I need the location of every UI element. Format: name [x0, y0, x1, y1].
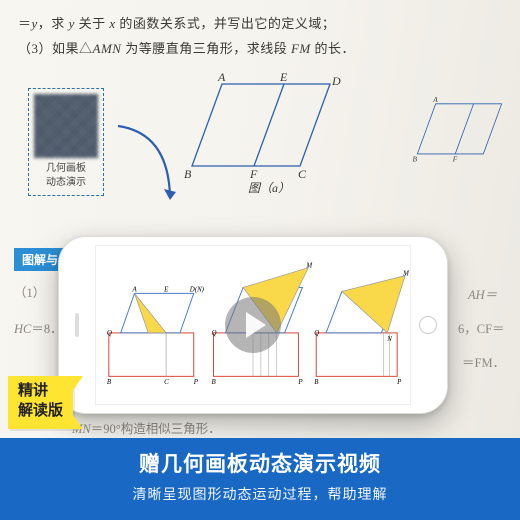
- svg-text:Q: Q: [212, 330, 217, 337]
- svg-text:M: M: [402, 271, 410, 278]
- svg-text:C: C: [298, 167, 307, 181]
- phone-mockup: Q A E D(N) B C P Q M B P Q M N B P: [58, 236, 448, 414]
- bg-text-5: ＝FM．: [462, 352, 505, 375]
- svg-text:D: D: [331, 74, 341, 88]
- svg-text:图（a）: 图（a）: [248, 181, 290, 195]
- video-thumbnail[interactable]: Q A E D(N) B C P Q M B P Q M N B P: [95, 245, 411, 405]
- svg-text:B: B: [212, 379, 217, 386]
- svg-text:A: A: [132, 286, 138, 293]
- edition-badge: 精讲解读版: [8, 376, 73, 429]
- svg-text:B: B: [107, 379, 112, 386]
- svg-text:A: A: [217, 70, 226, 84]
- svg-text:C: C: [164, 379, 169, 386]
- svg-text:P: P: [396, 379, 402, 386]
- line-2: （3）如果△AMN 为等腰直角三角形，求线段 FM 的长．: [18, 37, 502, 62]
- svg-text:N: N: [386, 336, 392, 343]
- qr-code-icon: [34, 94, 98, 158]
- svg-text:B: B: [314, 379, 319, 386]
- svg-text:Q: Q: [107, 330, 112, 337]
- svg-text:D(N): D(N): [189, 286, 205, 293]
- promo-footer: 赠几何画板动态演示视频 清晰呈现图形动态运动过程，帮助理解: [0, 438, 520, 520]
- qr-label: 几何画板动态演示: [34, 162, 98, 190]
- bg-text-1: （1）: [14, 282, 45, 305]
- svg-text:P: P: [297, 379, 303, 386]
- svg-text:Q: Q: [314, 330, 319, 337]
- svg-text:F: F: [452, 154, 458, 163]
- svg-text:A: A: [432, 95, 438, 104]
- phone-speaker-icon: [75, 313, 79, 337]
- home-button-icon: [419, 316, 437, 334]
- parallelogram-figure-a: A E D B F C 图（a）: [180, 70, 360, 200]
- play-button-icon[interactable]: [225, 297, 281, 353]
- bg-text-4: 6，CF＝: [458, 318, 505, 341]
- qr-code-box[interactable]: 几何画板动态演示: [28, 88, 104, 196]
- footer-title: 赠几何画板动态演示视频: [0, 448, 520, 478]
- svg-text:E: E: [163, 286, 169, 293]
- svg-text:M: M: [305, 263, 313, 270]
- footer-subtitle: 清晰呈现图形动态运动过程，帮助理解: [0, 484, 520, 504]
- bg-text-2: HC＝8．: [14, 318, 63, 341]
- bg-text-3: AH＝: [468, 284, 497, 307]
- svg-text:E: E: [279, 70, 288, 84]
- svg-text:B: B: [412, 154, 417, 163]
- svg-text:F: F: [249, 167, 258, 181]
- svg-text:P: P: [193, 379, 199, 386]
- parallelogram-figure-b: A B F: [410, 70, 520, 200]
- svg-text:B: B: [184, 167, 192, 181]
- line-1: ＝y，求 y 关于 x 的函数关系式，并写出它的定义域；: [18, 12, 502, 37]
